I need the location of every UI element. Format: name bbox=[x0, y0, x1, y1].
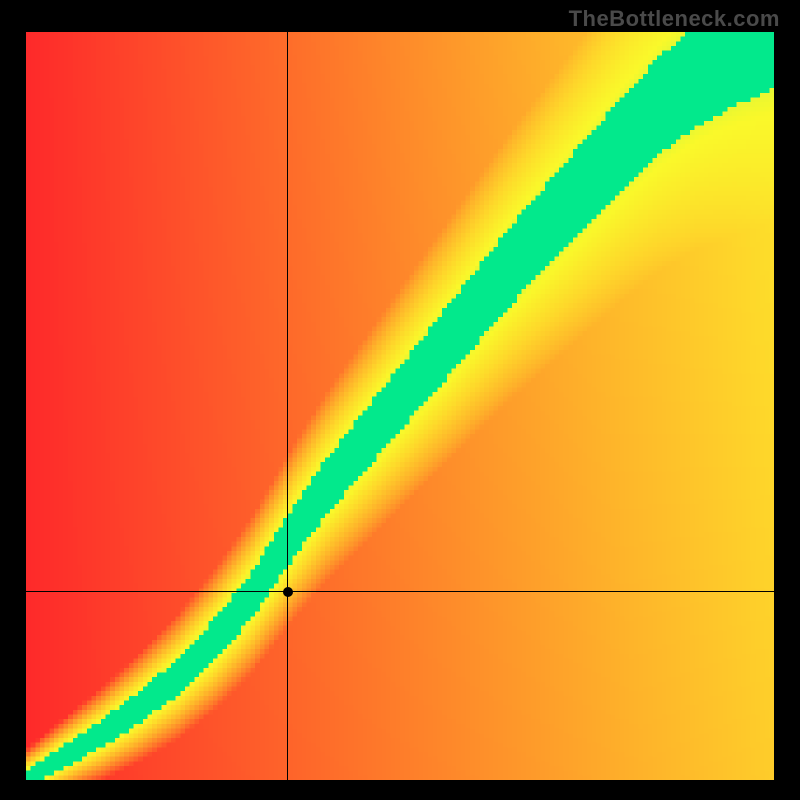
crosshair-vertical-line bbox=[287, 32, 288, 780]
plot-area bbox=[26, 32, 774, 780]
chart-frame: TheBottleneck.com bbox=[0, 0, 800, 800]
crosshair-marker-dot bbox=[283, 587, 293, 597]
watermark-text: TheBottleneck.com bbox=[569, 6, 780, 32]
bottleneck-heatmap bbox=[26, 32, 774, 780]
crosshair-horizontal-line bbox=[26, 591, 774, 592]
